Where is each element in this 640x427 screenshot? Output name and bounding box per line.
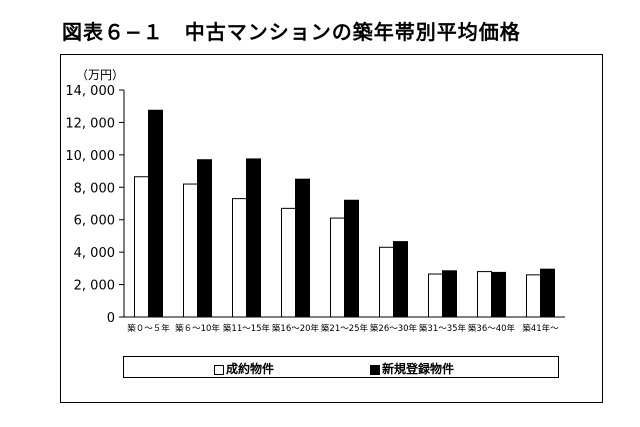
bar-series-1-5 [393,241,408,318]
legend-swatch-white [214,364,224,375]
x-category-label: 築36～40年 [468,323,516,334]
bar-series-1-8 [540,268,555,318]
legend-swatch-black [370,364,380,375]
legend-label-series-0: 成約物件 [226,362,275,376]
bar-series-1-1 [197,159,212,318]
bar-series-1-6 [442,270,457,318]
x-category-label: 築31～35年 [419,323,467,334]
bar-series-0-8 [526,274,541,318]
y-tick-label: 6, 000 [74,214,115,229]
x-category-label: 築11～15年 [223,323,271,334]
bar-series-0-6 [428,273,443,318]
bar-series-0-0 [134,176,149,318]
x-category-label: 築０～５年 [127,323,170,334]
x-category-label: 築21～25年 [321,323,369,334]
y-tick-label: 0 [107,311,115,326]
bar-series-0-1 [183,183,198,318]
bar-series-1-4 [344,199,359,318]
x-category-label: 築６～10年 [175,323,220,334]
bar-series-0-3 [281,207,296,318]
bar-series-1-0 [148,109,163,318]
bar-series-0-2 [232,198,247,318]
chart-frame [60,54,603,403]
bar-series-1-3 [295,178,310,318]
y-tick-label: 10, 000 [65,149,115,164]
legend-item-series-0: 成約物件 [214,360,274,377]
legend-label-series-1: 新規登録物件 [382,362,455,376]
x-category-label: 築16～20年 [272,323,320,334]
y-tick-label: 4, 000 [74,246,115,261]
legend-item-series-1: 新規登録物件 [370,360,454,377]
y-tick-label: 12, 000 [65,116,115,131]
bar-series-0-5 [379,246,394,318]
y-axis-unit-label: （万円） [76,68,125,82]
y-tick-label: 14, 000 [65,84,115,99]
y-axis-ticks: 0 2, 000 4, 000 6, 000 8, 000 10, 000 12, 000 1… [65,84,124,326]
legend: 成約物件 新規登録物件 [123,356,559,378]
bar-series-1-7 [491,271,506,318]
x-category-label: 築41年～ [522,323,559,334]
y-tick-label: 2, 000 [74,279,115,294]
bar-series-0-4 [330,217,345,318]
figure-title: 図表６−１ 中古マンションの築年帯別平均価格 [62,20,521,44]
bar-series-1-2 [246,158,261,318]
bar-series-0-7 [477,271,492,318]
x-category-label: 築26～30年 [370,323,418,334]
y-tick-label: 8, 000 [74,181,115,196]
x-axis-labels: 築０～５年 築６～10年 築11～15年 築16～20年 築21～25年 築26～30年築… [127,323,559,334]
bars [134,109,555,318]
